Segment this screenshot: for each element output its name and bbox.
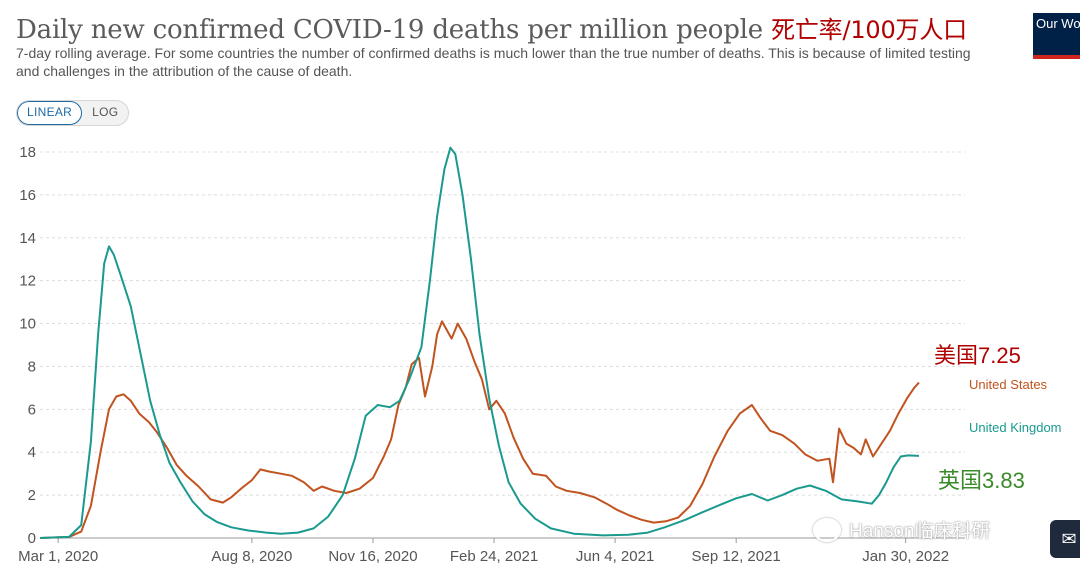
scale-toggle: LINEAR LOG xyxy=(16,100,130,126)
y-tick-label: 12 xyxy=(19,273,36,290)
x-tick-label: Sep 12, 2021 xyxy=(692,548,781,565)
share-icon: ✉ xyxy=(1061,528,1077,549)
y-tick-label: 6 xyxy=(28,401,36,418)
series-labels: United States United Kingdom 美国7.25 英国3.83 xyxy=(934,343,1062,493)
united-states-line xyxy=(39,320,920,539)
us-annotation: 美国7.25 xyxy=(934,343,1021,368)
y-tick-label: 4 xyxy=(28,444,36,461)
x-tick-label: Mar 1, 2020 xyxy=(18,548,98,565)
uk-end-label: United Kingdom xyxy=(969,420,1062,435)
y-tick-label: 2 xyxy=(28,487,36,504)
watermark: Hanson临床科研 xyxy=(813,516,991,543)
x-axis: Mar 1, 2020 Aug 8, 2020 Nov 16, 2020 Feb 24… xyxy=(18,538,949,565)
chart-subtitle: 7-day rolling average. For some countrie… xyxy=(16,45,971,79)
y-tick-label: 18 xyxy=(19,144,36,161)
uk-annotation: 英国3.83 xyxy=(938,468,1025,493)
watermark-text: Hanson临床科研 xyxy=(849,521,991,542)
x-tick-label: Nov 16, 2020 xyxy=(328,548,417,565)
chart-title: Daily new confirmed COVID-19 deaths per … xyxy=(16,10,967,45)
share-button[interactable]: ✉ xyxy=(1050,520,1080,558)
y-tick-label: 14 xyxy=(19,230,36,247)
log-scale-button[interactable]: LOG xyxy=(92,105,119,119)
wechat-icon xyxy=(813,517,841,542)
x-tick-label: Aug 8, 2020 xyxy=(211,548,292,565)
x-tick-label: Feb 24, 2021 xyxy=(450,548,538,565)
y-tick-label: 10 xyxy=(19,316,36,333)
owid-logo[interactable]: Our World in Data xyxy=(1033,13,1080,59)
us-end-label: United States xyxy=(969,377,1048,392)
series-lines xyxy=(39,146,920,539)
linear-scale-button[interactable]: LINEAR xyxy=(17,101,83,125)
chart-title-cn-annotation: 死亡率/100万人口 xyxy=(771,16,967,44)
chart-title-text: Daily new confirmed COVID-19 deaths per … xyxy=(16,15,763,45)
x-tick-label: Jan 30, 2022 xyxy=(862,548,949,565)
y-axis: 0 2 4 6 8 10 12 14 16 18 xyxy=(19,144,36,547)
x-tick-label: Jun 4, 2021 xyxy=(576,548,654,565)
y-tick-label: 16 xyxy=(19,187,36,204)
y-tick-label: 0 xyxy=(28,530,36,547)
owid-logo-text: Our World in Data xyxy=(1036,16,1080,31)
united-kingdom-line xyxy=(39,146,920,539)
y-tick-label: 8 xyxy=(28,358,36,375)
